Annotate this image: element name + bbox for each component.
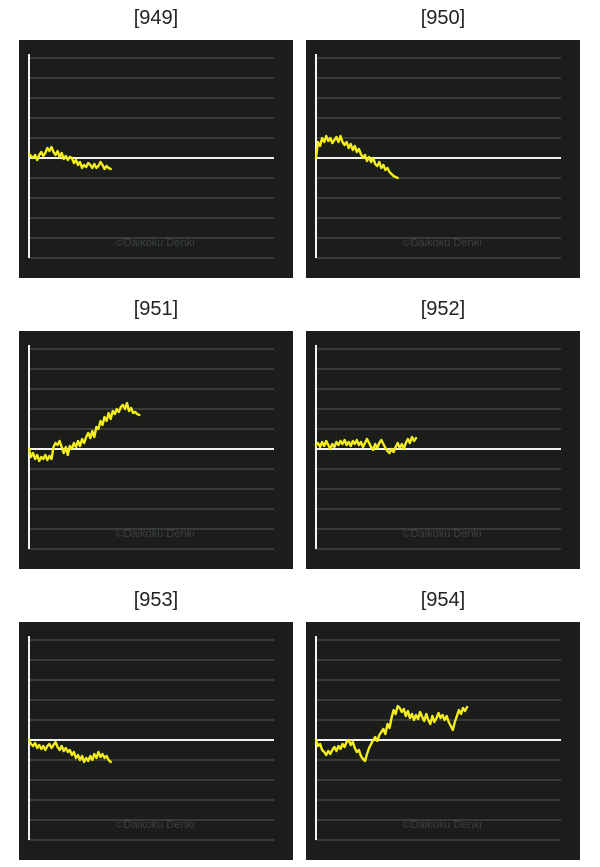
chart-panel: [950] ©Daikoku Denki xyxy=(306,6,580,278)
chart-title: [950] xyxy=(420,7,466,29)
line-chart: ©Daikoku Denki xyxy=(314,636,561,841)
chart-frame: ©Daikoku Denki xyxy=(306,331,580,569)
chart-panel: [954] ©Daikoku Denki xyxy=(306,588,580,860)
series-line xyxy=(27,738,112,764)
series-line xyxy=(314,134,399,180)
line-chart: ©Daikoku Denki xyxy=(27,54,274,259)
chart-frame: ©Daikoku Denki xyxy=(306,622,580,860)
series-line xyxy=(27,145,112,171)
watermark-text: ©Daikoku Denki xyxy=(115,819,194,831)
chart-panel: [949] ©Daikoku Denki xyxy=(19,6,293,278)
chart-panel: [953] ©Daikoku Denki xyxy=(19,588,293,860)
watermark-text: ©Daikoku Denki xyxy=(402,237,481,249)
series-line xyxy=(314,704,469,763)
chart-frame: ©Daikoku Denki xyxy=(19,40,293,278)
chart-panel: [952] ©Daikoku Denki xyxy=(306,297,580,569)
line-chart: ©Daikoku Denki xyxy=(314,345,561,550)
watermark-text: ©Daikoku Denki xyxy=(402,819,481,831)
line-chart: ©Daikoku Denki xyxy=(27,345,274,550)
chart-title: [951] xyxy=(133,298,179,320)
watermark-text: ©Daikoku Denki xyxy=(115,528,194,540)
chart-title: [952] xyxy=(420,298,466,320)
chart-frame: ©Daikoku Denki xyxy=(19,622,293,860)
chart-frame: ©Daikoku Denki xyxy=(306,40,580,278)
line-chart: ©Daikoku Denki xyxy=(27,636,274,841)
chart-title: [953] xyxy=(133,589,179,611)
chart-panel: [951] ©Daikoku Denki xyxy=(19,297,293,569)
watermark-text: ©Daikoku Denki xyxy=(402,528,481,540)
chart-title: [954] xyxy=(420,589,466,611)
chart-frame: ©Daikoku Denki xyxy=(19,331,293,569)
series-line xyxy=(314,435,418,455)
line-chart: ©Daikoku Denki xyxy=(314,54,561,259)
watermark-text: ©Daikoku Denki xyxy=(115,237,194,249)
chart-title: [949] xyxy=(133,7,179,29)
series-line xyxy=(27,401,141,463)
